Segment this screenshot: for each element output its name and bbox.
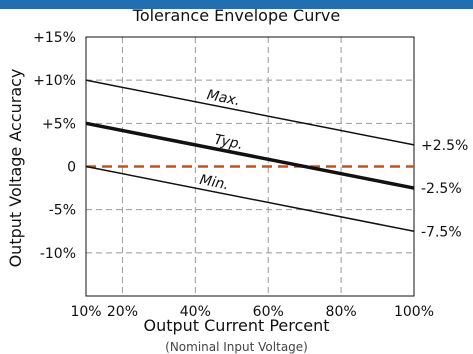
end-label: +2.5% (421, 138, 468, 154)
end-label: -2.5% (421, 181, 462, 197)
chart-title: Tolerance Envelope Curve (132, 6, 341, 25)
min-line (85, 165, 415, 232)
x-tick-label: 10% (70, 304, 101, 320)
x-axis-label: Output Current Percent (143, 316, 330, 335)
x-tick-label: 100% (394, 304, 434, 320)
min-annotation: Min. (198, 172, 230, 193)
end-label: -7.5% (421, 224, 462, 240)
typ-annotation: Typ. (213, 132, 245, 153)
y-tick-label: 0 (67, 160, 76, 176)
y-tick-label: +10% (33, 73, 76, 89)
max-line (85, 79, 415, 146)
y-tick-label: +15% (33, 30, 76, 46)
x-tick-label: 80% (326, 304, 357, 320)
max-annotation: Max. (205, 87, 241, 109)
typ-line (85, 121, 415, 190)
header-band (0, 0, 473, 9)
x-tick-label: 20% (107, 304, 138, 320)
y-tick-label: -10% (40, 246, 76, 262)
x-axis-note: (Nominal Input Voltage) (165, 340, 308, 354)
x-tick-label: 40% (180, 304, 211, 320)
x-tick-label: 60% (253, 304, 284, 320)
y-tick-label: +5% (42, 116, 76, 132)
y-tick-label: -5% (49, 203, 76, 219)
